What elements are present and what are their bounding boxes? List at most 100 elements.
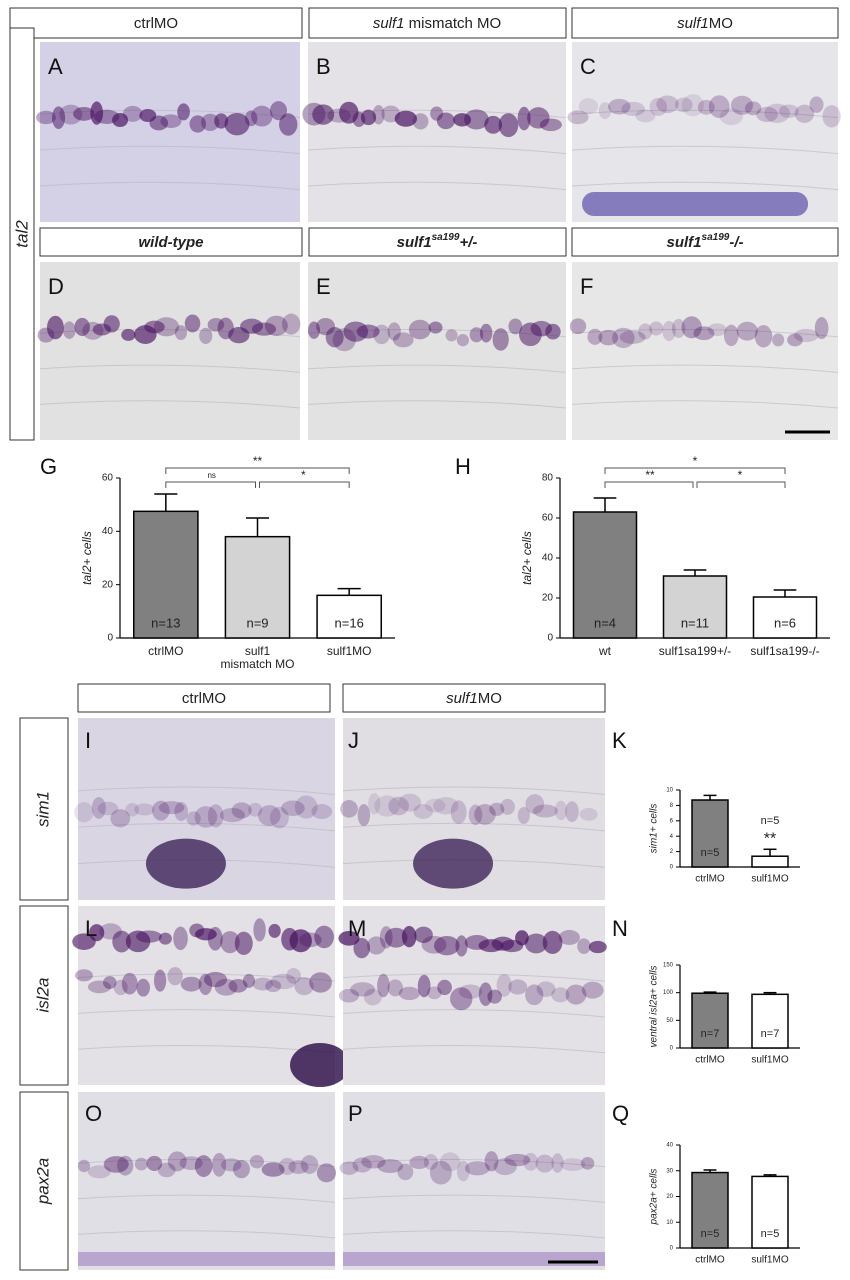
bar bbox=[751, 1175, 789, 1249]
stain bbox=[157, 1162, 176, 1178]
stain bbox=[377, 973, 390, 998]
stain bbox=[508, 318, 523, 335]
bar bbox=[691, 992, 729, 1049]
tissue-line bbox=[39, 400, 301, 409]
stain bbox=[90, 101, 104, 125]
header-text: ctrlMO bbox=[134, 15, 178, 32]
x-tick-label: sulf1sa199-/- bbox=[750, 644, 819, 658]
header-text: +/- bbox=[459, 234, 477, 251]
stain bbox=[125, 930, 151, 953]
bar bbox=[751, 993, 789, 1049]
stain bbox=[367, 936, 386, 955]
stain bbox=[373, 324, 391, 345]
gene-box bbox=[19, 717, 69, 901]
significance-bracket bbox=[165, 481, 256, 488]
n-label: n=5 bbox=[761, 815, 780, 827]
stain bbox=[174, 802, 188, 821]
stain bbox=[822, 105, 841, 128]
stain bbox=[498, 113, 519, 138]
stain bbox=[361, 1155, 386, 1169]
stain bbox=[316, 317, 336, 336]
stain bbox=[524, 933, 548, 954]
stain bbox=[453, 113, 472, 127]
tissue-line bbox=[77, 1009, 336, 1018]
panel-letter: K bbox=[612, 728, 627, 753]
stain bbox=[220, 1158, 242, 1172]
x-tick-label: ctrlMO bbox=[695, 1255, 725, 1266]
bar bbox=[572, 511, 638, 639]
stain bbox=[413, 838, 494, 889]
stain bbox=[545, 323, 561, 340]
header-box bbox=[9, 7, 303, 39]
n-label: n=11 bbox=[681, 615, 709, 630]
stain bbox=[697, 99, 715, 115]
stain bbox=[240, 318, 264, 334]
stain bbox=[180, 976, 202, 992]
stain bbox=[569, 318, 587, 335]
stain bbox=[261, 1162, 285, 1177]
stain bbox=[719, 108, 743, 126]
stain bbox=[145, 838, 226, 889]
tissue-line bbox=[571, 364, 839, 373]
significance-bracket bbox=[604, 481, 694, 488]
significance-bracket bbox=[259, 481, 350, 488]
micrograph bbox=[308, 262, 566, 440]
stain bbox=[674, 97, 693, 113]
stain bbox=[551, 1153, 564, 1173]
tissue-line bbox=[342, 1009, 606, 1018]
stain bbox=[428, 321, 443, 334]
y-tick-label: 0 bbox=[107, 633, 113, 644]
stain bbox=[429, 1160, 452, 1185]
stain bbox=[146, 1155, 163, 1171]
y-axis-label: tal2+ cells bbox=[80, 531, 94, 585]
header-text: sa199 bbox=[432, 232, 460, 243]
stain bbox=[736, 321, 758, 341]
y-tick-label: 8 bbox=[670, 803, 674, 809]
stain bbox=[199, 327, 213, 344]
significance: * bbox=[738, 468, 743, 482]
stain bbox=[224, 112, 250, 136]
stain bbox=[134, 1157, 148, 1171]
tissue-line bbox=[77, 1230, 336, 1239]
tissue-line bbox=[77, 786, 336, 795]
y-tick-label: 0 bbox=[670, 865, 674, 871]
stain bbox=[458, 984, 483, 999]
stain bbox=[577, 938, 591, 955]
stain bbox=[207, 804, 224, 828]
stain bbox=[121, 328, 136, 341]
stain bbox=[207, 926, 223, 951]
stain bbox=[167, 967, 183, 986]
header-box bbox=[571, 227, 839, 257]
stain bbox=[554, 800, 568, 821]
n-label: n=4 bbox=[594, 615, 616, 630]
header-text: sulf1 bbox=[677, 15, 709, 32]
stain bbox=[339, 1161, 359, 1175]
stain bbox=[149, 115, 169, 131]
stain bbox=[408, 319, 431, 340]
micrograph bbox=[40, 262, 300, 440]
panel-letter: L bbox=[85, 916, 97, 941]
stain bbox=[152, 800, 170, 821]
header-text: sulf1 bbox=[397, 234, 432, 251]
x-tick-label: sulf1MO bbox=[751, 1055, 788, 1066]
stain bbox=[578, 98, 599, 115]
header: sulf1sa199-/- bbox=[667, 232, 744, 251]
bar bbox=[751, 855, 789, 868]
stain bbox=[492, 328, 509, 351]
stain bbox=[249, 1155, 265, 1169]
stain bbox=[174, 325, 188, 341]
stain bbox=[772, 333, 785, 347]
header: ctrlMO bbox=[182, 690, 226, 707]
stain bbox=[581, 981, 604, 999]
stain bbox=[97, 801, 119, 816]
stain bbox=[809, 96, 824, 113]
header-box bbox=[308, 227, 567, 257]
y-tick-label: 2 bbox=[670, 849, 674, 855]
bar bbox=[662, 575, 728, 639]
stain bbox=[177, 103, 190, 121]
stain bbox=[450, 987, 473, 1011]
tissue-line bbox=[307, 364, 567, 373]
stain bbox=[374, 795, 400, 817]
stain bbox=[560, 1158, 586, 1171]
micrograph bbox=[572, 262, 838, 440]
